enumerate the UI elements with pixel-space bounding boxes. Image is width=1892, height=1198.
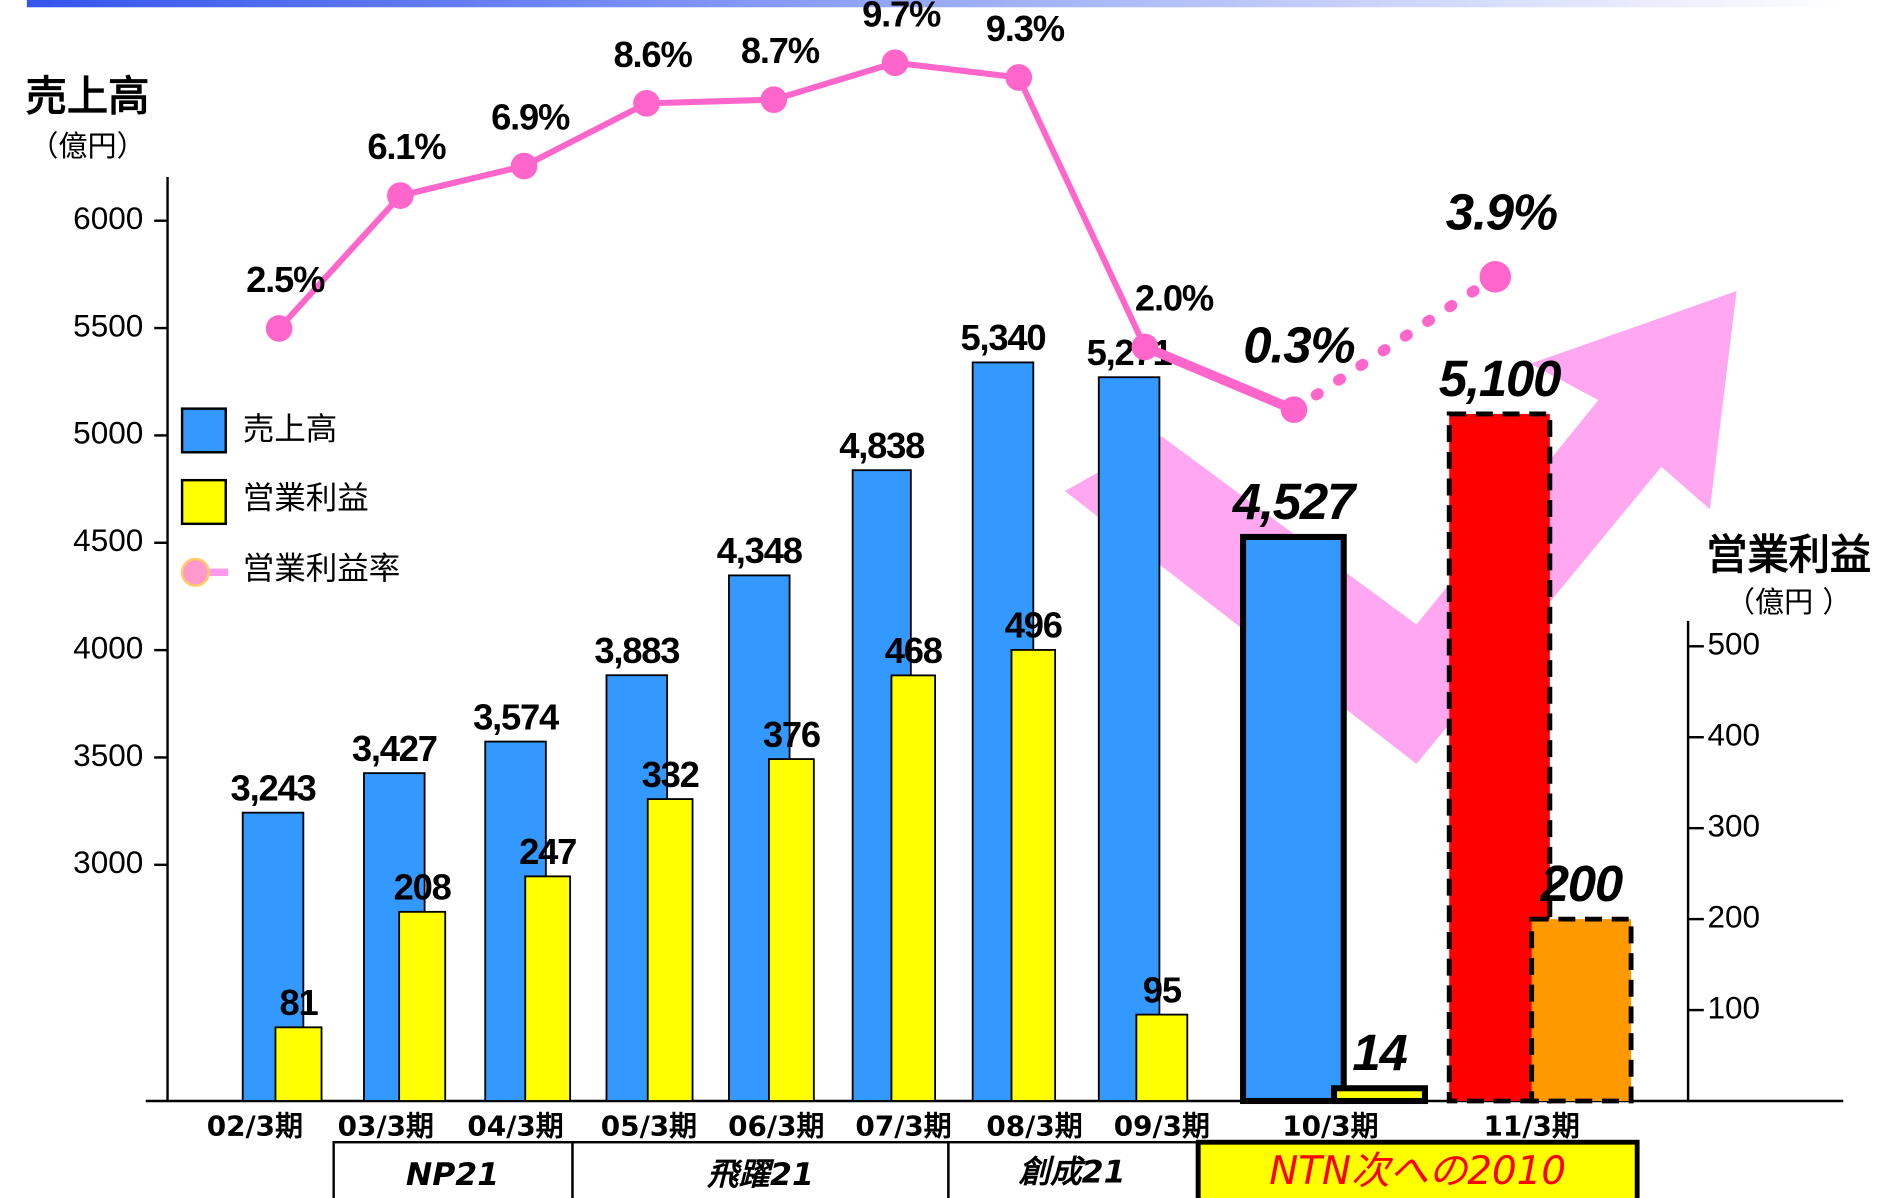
period-label: 創成21 xyxy=(1019,1155,1126,1191)
rate-point xyxy=(265,315,293,342)
bar xyxy=(1330,1085,1428,1105)
bar xyxy=(1010,649,1057,1102)
data-label: 3,243 xyxy=(231,767,316,808)
x-tick-label: 07/3期 xyxy=(855,1110,951,1143)
rate-point xyxy=(1005,64,1033,91)
y-tick-label: 5000 xyxy=(73,415,143,451)
x-tick-label: 09/3期 xyxy=(1114,1110,1210,1143)
period-box xyxy=(1195,1139,1640,1198)
bar xyxy=(1135,1013,1189,1102)
data-label: 8.7% xyxy=(741,30,820,71)
period-label: 飛躍21 xyxy=(706,1157,814,1193)
x-tick-label: 05/3期 xyxy=(601,1110,697,1143)
y2-tick-label: 100 xyxy=(1707,989,1760,1025)
data-label: 2.0% xyxy=(1135,277,1214,318)
legend-swatch xyxy=(180,407,227,454)
y2-axis-unit: （億円 ） xyxy=(1726,585,1852,619)
x-tick-label: 06/3期 xyxy=(728,1110,824,1143)
data-label: 208 xyxy=(394,867,452,908)
data-label: 6.9% xyxy=(491,97,570,138)
rate-line xyxy=(1142,342,1296,415)
x-tick-label: 10/3期 xyxy=(1282,1110,1378,1143)
period-box xyxy=(571,1141,950,1198)
y-axis-title: 売上高 xyxy=(26,72,150,120)
data-label: 4,527 xyxy=(1232,473,1358,530)
growth-arrow xyxy=(1064,291,1737,764)
x-tick-label: 11/3期 xyxy=(1484,1110,1580,1143)
rate-point xyxy=(881,49,909,77)
bar xyxy=(1240,533,1347,1105)
data-label: 3,574 xyxy=(473,696,560,737)
data-label: 6.1% xyxy=(367,126,446,167)
data-label: 2.5% xyxy=(246,259,325,300)
data-label: 3.9% xyxy=(1446,184,1557,241)
rate-point xyxy=(1280,396,1308,424)
data-label: 468 xyxy=(885,630,943,671)
x-tick-label: 04/3期 xyxy=(467,1110,563,1143)
y-tick-label: 6000 xyxy=(73,200,143,236)
period-box xyxy=(332,1141,574,1198)
y2-axis-title: 営業利益 xyxy=(1706,531,1871,579)
data-label: 4,838 xyxy=(839,425,925,466)
legend-swatch xyxy=(180,557,210,587)
header-bar xyxy=(26,0,1846,8)
data-label: 3,427 xyxy=(352,728,437,769)
bar xyxy=(646,798,694,1102)
period-label: NP21 xyxy=(406,1157,499,1193)
data-label: 3,883 xyxy=(594,630,679,671)
data-label: 200 xyxy=(1540,855,1623,912)
legend-label: 営業利益率 xyxy=(243,551,401,587)
y-tick-label: 4500 xyxy=(73,522,143,558)
data-label: 81 xyxy=(279,982,318,1023)
data-label: 5,100 xyxy=(1439,350,1561,407)
x-tick-label: 02/3期 xyxy=(207,1110,303,1143)
period-box xyxy=(947,1141,1199,1198)
bar xyxy=(1446,411,1553,1104)
data-label: 496 xyxy=(1005,605,1062,646)
y-tick-label: 4000 xyxy=(73,629,143,665)
bar xyxy=(1097,376,1161,1102)
data-label: 95 xyxy=(1143,969,1182,1010)
bar xyxy=(768,758,815,1102)
periods: NP21 飛躍21 創成21 NTN次への2010 xyxy=(332,1139,1640,1198)
bar xyxy=(274,1026,323,1102)
rate-point xyxy=(760,86,788,113)
data-label: 332 xyxy=(642,754,699,795)
legend-label: 売上高 xyxy=(243,411,338,447)
data-label: 14 xyxy=(1352,1024,1407,1081)
bar xyxy=(890,674,936,1102)
data-label: 9.7% xyxy=(862,0,941,34)
period-label: NTN次への2010 xyxy=(1269,1149,1566,1194)
x-tick-label: 03/3期 xyxy=(338,1110,434,1143)
y2-tick-label: 500 xyxy=(1707,626,1760,662)
bar xyxy=(524,875,572,1102)
rate-point xyxy=(1479,261,1512,293)
legend-swatch xyxy=(180,478,227,526)
data-label: 5,340 xyxy=(961,317,1046,358)
data-label: 8.6% xyxy=(614,34,693,75)
rate-point xyxy=(1131,333,1159,361)
y-tick-label: 5500 xyxy=(73,307,143,343)
data-label: 376 xyxy=(763,714,820,755)
data-label: 4,348 xyxy=(717,530,803,571)
y-tick-label: 3000 xyxy=(73,844,143,880)
rate-point xyxy=(387,182,414,209)
y-axis-unit: （億円） xyxy=(29,129,145,163)
y-tick-label: 3500 xyxy=(73,737,143,773)
x-tick-label: 08/3期 xyxy=(986,1110,1082,1143)
rate-point xyxy=(510,152,538,180)
data-label: 9.3% xyxy=(986,8,1065,49)
y2-tick-label: 200 xyxy=(1707,898,1760,934)
legend: 売上高 営業利益 営業利益率 xyxy=(180,407,401,587)
rate-line xyxy=(276,59,1148,349)
data-label: 0.3% xyxy=(1243,317,1354,374)
legend-label: 営業利益 xyxy=(243,481,369,517)
bar xyxy=(1529,916,1634,1104)
y2-tick-label: 300 xyxy=(1707,808,1760,844)
data-label: 247 xyxy=(519,831,576,872)
rate-point xyxy=(633,90,660,117)
y2-tick-label: 400 xyxy=(1707,717,1760,753)
bar xyxy=(398,910,447,1102)
